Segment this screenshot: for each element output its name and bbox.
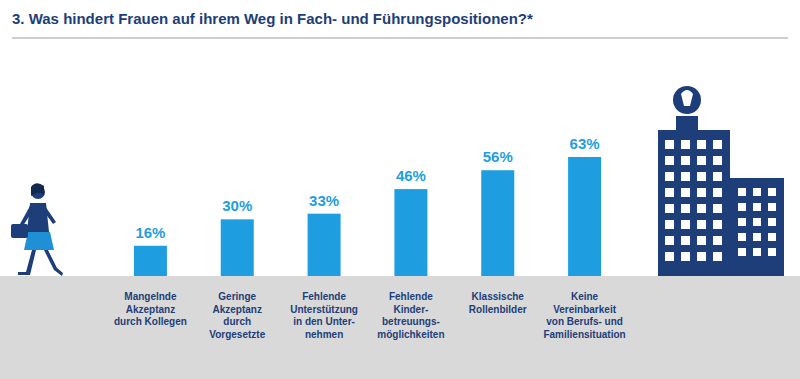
- category-label: FehlendeKinder-betreuungs-möglichkeiten: [377, 291, 444, 340]
- title: 3. Was hindert Frauen auf ihrem Weg in F…: [12, 10, 533, 27]
- data-label: 33%: [309, 192, 339, 209]
- ground-band: [0, 276, 800, 379]
- data-label: 56%: [483, 148, 513, 165]
- bar: [481, 170, 514, 276]
- data-label: 16%: [135, 224, 165, 241]
- data-label: 30%: [222, 197, 252, 214]
- category-label: MangelndeAkzeptanzdurch Kollegen: [114, 291, 187, 327]
- buildings-icon: [658, 86, 784, 276]
- category-label: KeineVereinbarkeitvon Berufs- undFamilie…: [543, 291, 625, 340]
- bar: [134, 246, 167, 276]
- data-label: 63%: [570, 135, 600, 152]
- bar: [308, 214, 341, 276]
- bars: [134, 157, 601, 276]
- title-rule: [12, 38, 788, 39]
- bar: [568, 157, 601, 276]
- category-labels: MangelndeAkzeptanzdurch Kollegen GeringeA…: [114, 291, 626, 340]
- bar: [221, 219, 254, 276]
- category-label: KlassischeRollenbilder: [469, 291, 527, 315]
- data-label: 46%: [396, 167, 426, 184]
- category-label: GeringeAkzeptanzdurchVorgesetzte: [209, 291, 265, 340]
- data-labels: 16% 30% 33% 46% 56% 63%: [135, 135, 599, 241]
- chart: 3. Was hindert Frauen auf ihrem Weg in F…: [0, 0, 800, 379]
- category-label: FehlendeUnterstützungin den Unter-nehmen: [290, 291, 358, 340]
- bar: [394, 189, 427, 276]
- woman-icon: [11, 183, 63, 276]
